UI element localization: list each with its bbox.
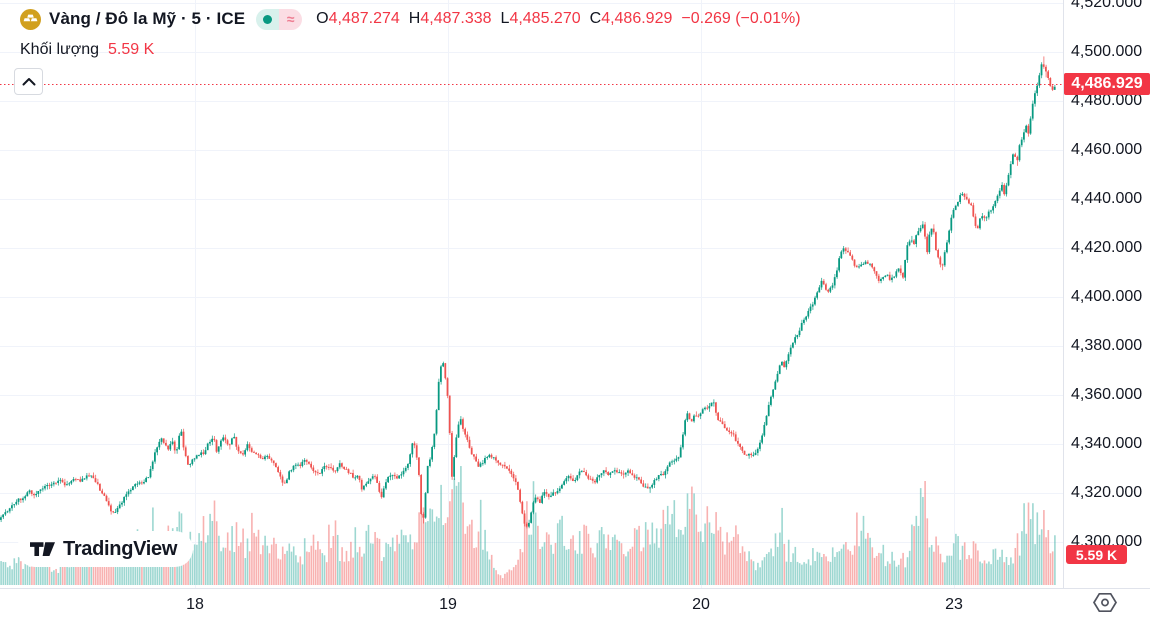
volume-indicator-label[interactable]: Khối lượng <box>20 41 100 58</box>
price-tick-label: 4,500.000 <box>1071 43 1143 60</box>
low-label: L <box>500 10 510 27</box>
tradingview-logo-text: TradingView <box>63 537 178 560</box>
status-pill-left <box>256 8 280 30</box>
status-pill-right: ≈ <box>279 8 303 30</box>
approx-icon: ≈ <box>286 11 295 27</box>
price-tick-label: 4,460.000 <box>1071 141 1143 158</box>
low-value: 4,485.270 <box>509 10 581 27</box>
price-tick-label: 4,360.000 <box>1071 386 1143 403</box>
tradingview-mark-icon <box>30 541 55 556</box>
ohlc-values: O4,487.274 H4,487.338 L4,485.270 C4,486.… <box>316 10 800 28</box>
gold-coin-icon <box>20 8 41 30</box>
axis-settings-icon[interactable] <box>1092 592 1118 618</box>
last-price-badge: 4,486.929 <box>1064 73 1150 96</box>
time-axis-label: 18 <box>186 596 204 613</box>
chevron-up-icon <box>22 78 35 86</box>
market-status-pill[interactable]: ≈ <box>256 8 303 30</box>
volume-indicator-value: 5.59 K <box>108 41 155 58</box>
close-label: C <box>589 10 602 27</box>
time-axis-label: 23 <box>945 596 963 613</box>
time-axis[interactable]: 18 19 20 23 <box>0 588 1150 623</box>
close-value: 4,486.929 <box>601 10 673 27</box>
price-tick-label: 4,520.000 <box>1071 0 1143 11</box>
price-tick-label: 4,480.000 <box>1071 92 1143 109</box>
high-label: H <box>408 10 421 27</box>
price-axis[interactable]: 4,520.000 4,500.000 4,480.000 4,460.000 4,44… <box>1063 0 1150 588</box>
price-tick-label: 4,320.000 <box>1071 484 1143 501</box>
collapse-pane-button[interactable] <box>14 68 43 95</box>
open-label: O <box>316 10 329 27</box>
symbol-title[interactable]: Vàng / Đô la Mỹ · 5 · ICE <box>49 9 246 28</box>
tradingview-logo[interactable]: TradingView <box>17 531 194 567</box>
price-tick-label: 4,340.000 <box>1071 435 1143 452</box>
change-value: −0.269 (−0.01%) <box>681 10 801 27</box>
symbol-header: Vàng / Đô la Mỹ · 5 · ICE ≈ O4,487.274 H… <box>20 7 801 31</box>
price-tick-label: 4,440.000 <box>1071 190 1143 207</box>
time-axis-label: 19 <box>439 596 457 613</box>
chart-canvas[interactable] <box>0 0 1063 588</box>
price-tick-label: 4,400.000 <box>1071 288 1143 305</box>
price-tick-label: 4,380.000 <box>1071 337 1143 354</box>
price-tick-label: 4,420.000 <box>1071 239 1143 256</box>
open-value: 4,487.274 <box>328 10 400 27</box>
high-value: 4,487.338 <box>420 10 492 27</box>
last-volume-badge: 5.59 K <box>1066 545 1127 564</box>
volume-indicator-row: Khối lượng 5.59 K <box>20 39 154 61</box>
status-dot-icon <box>263 14 273 24</box>
time-axis-label: 20 <box>692 596 710 613</box>
